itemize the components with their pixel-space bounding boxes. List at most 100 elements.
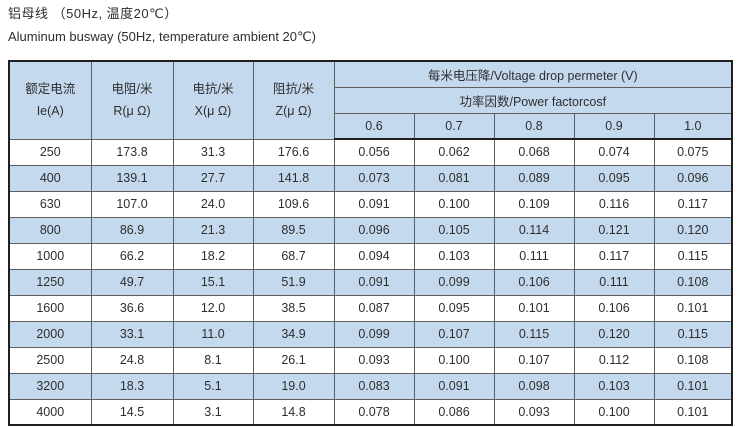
table-header: 额定电流 Ie(A) 电阻/米 R(μ Ω) 电抗/米 X(μ Ω) 阻抗/米 … [8,60,733,140]
header-pf-0.6: 0.6 [333,112,415,140]
header-resistance-zh: 电阻/米 [111,82,153,97]
table-cell: 0.098 [493,372,575,400]
table-cell: 2000 [8,320,92,348]
table-cell: 0.073 [333,164,415,192]
table-cell: 4000 [8,398,92,426]
table-cell: 0.107 [493,346,575,374]
table-cell: 0.093 [333,346,415,374]
header-rated-current-symbol: Ie(A) [36,104,64,119]
header-reactance: 电抗/米 X(μ Ω) [172,60,254,140]
table-cell: 0.089 [493,164,575,192]
table-cell: 0.101 [493,294,575,322]
table-cell: 5.1 [172,372,254,400]
table-cell: 12.0 [172,294,254,322]
header-resistance-symbol: R(μ Ω) [113,104,151,119]
table-cell: 0.109 [493,190,575,218]
header-power-factor: 功率因数/Power factorcosf [333,86,733,114]
table-cell: 0.091 [333,190,415,218]
table-cell: 0.115 [653,242,733,270]
table-cell: 0.083 [333,372,415,400]
table-cell: 0.099 [333,320,415,348]
table-cell: 0.075 [653,138,733,166]
table-cell: 0.100 [573,398,655,426]
table-cell: 0.091 [413,372,495,400]
table-cell: 26.1 [252,346,335,374]
table-cell: 86.9 [90,216,174,244]
table-cell: 0.107 [413,320,495,348]
table-cell: 0.120 [653,216,733,244]
table-cell: 0.101 [653,294,733,322]
table-row: 3200 18.3 5.1 19.0 0.083 0.091 0.098 0.103 0.101 [8,372,733,400]
table-cell: 0.106 [493,268,575,296]
table-cell: 250 [8,138,92,166]
table-cell: 630 [8,190,92,218]
header-reactance-symbol: X(μ Ω) [194,104,232,119]
table-cell: 68.7 [252,242,335,270]
table-cell: 31.3 [172,138,254,166]
table-cell: 11.0 [172,320,254,348]
table-cell: 173.8 [90,138,174,166]
table-cell: 0.115 [653,320,733,348]
header-voltage-drop: 每米电压降/Voltage drop permeter (V) [333,60,733,88]
page-title-english: Aluminum busway (50Hz, temperature ambie… [8,29,316,44]
table-row: 1000 66.2 18.2 68.7 0.094 0.103 0.111 0.117 0.11… [8,242,733,270]
table-row: 1600 36.6 12.0 38.5 0.087 0.095 0.101 0.106 0.10… [8,294,733,322]
header-impedance-symbol: Z(μ Ω) [275,104,312,119]
table-row: 1250 49.7 15.1 51.9 0.091 0.099 0.106 0.111 0.10… [8,268,733,296]
busway-spec-table: 额定电流 Ie(A) 电阻/米 R(μ Ω) 电抗/米 X(μ Ω) 阻抗/米 … [8,60,734,426]
table-cell: 0.101 [653,372,733,400]
table-cell: 109.6 [252,190,335,218]
table-cell: 0.108 [653,268,733,296]
table-cell: 0.115 [493,320,575,348]
table-cell: 0.103 [413,242,495,270]
table-cell: 66.2 [90,242,174,270]
table-cell: 0.096 [653,164,733,192]
table-row: 4000 14.5 3.1 14.8 0.078 0.086 0.093 0.100 0.101 [8,398,733,426]
header-reactance-zh: 电抗/米 [192,82,234,97]
table-row: 800 86.9 21.3 89.5 0.096 0.105 0.114 0.121 0.120 [8,216,733,244]
table-cell: 0.121 [573,216,655,244]
table-cell: 0.096 [333,216,415,244]
table-cell: 0.100 [413,346,495,374]
table-cell: 141.8 [252,164,335,192]
table-cell: 19.0 [252,372,335,400]
table-cell: 0.095 [413,294,495,322]
table-cell: 400 [8,164,92,192]
table-row: 250 173.8 31.3 176.6 0.056 0.062 0.068 0.074 0.0… [8,138,733,166]
table-cell: 0.112 [573,346,655,374]
table-cell: 0.081 [413,164,495,192]
table-cell: 36.6 [90,294,174,322]
table-cell: 89.5 [252,216,335,244]
table-cell: 0.117 [653,190,733,218]
table-cell: 0.087 [333,294,415,322]
document-header: 铝母线 （50Hz, 温度20℃） Aluminum busway (50Hz,… [0,0,739,46]
table-cell: 8.1 [172,346,254,374]
table-cell: 0.105 [413,216,495,244]
table-cell: 51.9 [252,268,335,296]
header-pf-0.7: 0.7 [413,112,495,140]
table-row: 2000 33.1 11.0 34.9 0.099 0.107 0.115 0.120 0.11… [8,320,733,348]
header-pf-0.9: 0.9 [573,112,655,140]
table-cell: 14.8 [252,398,335,426]
table-row: 400 139.1 27.7 141.8 0.073 0.081 0.089 0.095 0.0… [8,164,733,192]
table-cell: 1250 [8,268,92,296]
table-cell: 27.7 [172,164,254,192]
table-cell: 0.093 [493,398,575,426]
table-cell: 0.117 [573,242,655,270]
header-pf-1.0: 1.0 [653,112,733,140]
table-cell: 0.068 [493,138,575,166]
table-cell: 0.106 [573,294,655,322]
table-cell: 1000 [8,242,92,270]
table-cell: 0.108 [653,346,733,374]
table-cell: 0.111 [573,268,655,296]
table-cell: 0.100 [413,190,495,218]
table-cell: 0.116 [573,190,655,218]
table-cell: 0.095 [573,164,655,192]
header-resistance: 电阻/米 R(μ Ω) [90,60,174,140]
page-title-chinese: 铝母线 （50Hz, 温度20℃） [8,6,178,21]
table-cell: 2500 [8,346,92,374]
table-cell: 24.0 [172,190,254,218]
table-cell: 0.074 [573,138,655,166]
table-cell: 0.086 [413,398,495,426]
table-cell: 0.056 [333,138,415,166]
